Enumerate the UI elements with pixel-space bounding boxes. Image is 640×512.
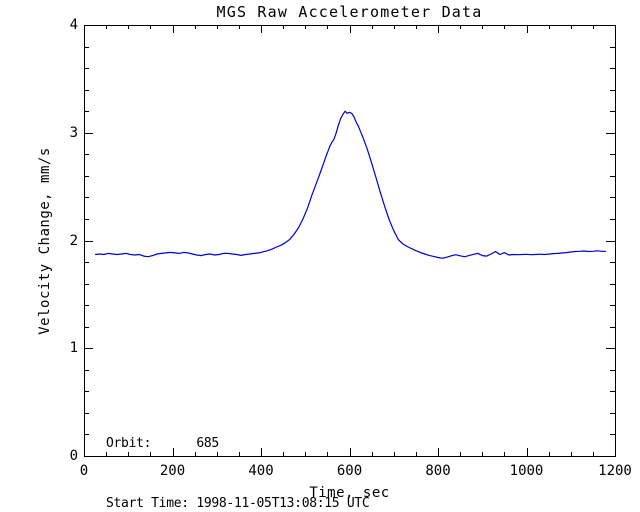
- x-tick-label: 400: [248, 463, 274, 479]
- y-tick-label: 2: [69, 232, 78, 249]
- plot-frame: [84, 25, 616, 457]
- x-tick-label: 800: [425, 463, 451, 479]
- annotation-orbit: Orbit: 685: [106, 436, 219, 451]
- chart-title: MGS Raw Accelerometer Data: [216, 3, 483, 21]
- y-tick-label: 3: [69, 124, 78, 141]
- x-tick-label: 600: [336, 463, 363, 479]
- y-tick-label: 4: [69, 17, 78, 33]
- x-tick-label: 200: [159, 463, 186, 479]
- x-axis-label: Time, sec: [309, 485, 390, 501]
- y-tick-label: 0: [69, 448, 78, 464]
- annotation-start-time: Start Time: 1998-11-05T13:08:15 UTC: [106, 496, 370, 511]
- x-tick-label: 1200: [598, 463, 632, 479]
- y-axis-label: Velocity Change, mm/s: [37, 147, 53, 335]
- annotation-block: Orbit: 685 Start Time: 1998-11-05T13:08:…: [106, 394, 370, 512]
- x-tick-label: 1000: [509, 463, 544, 479]
- x-tick-label: 0: [79, 463, 89, 479]
- y-tick-label: 1: [69, 340, 78, 357]
- velocity-curve: [95, 110, 607, 259]
